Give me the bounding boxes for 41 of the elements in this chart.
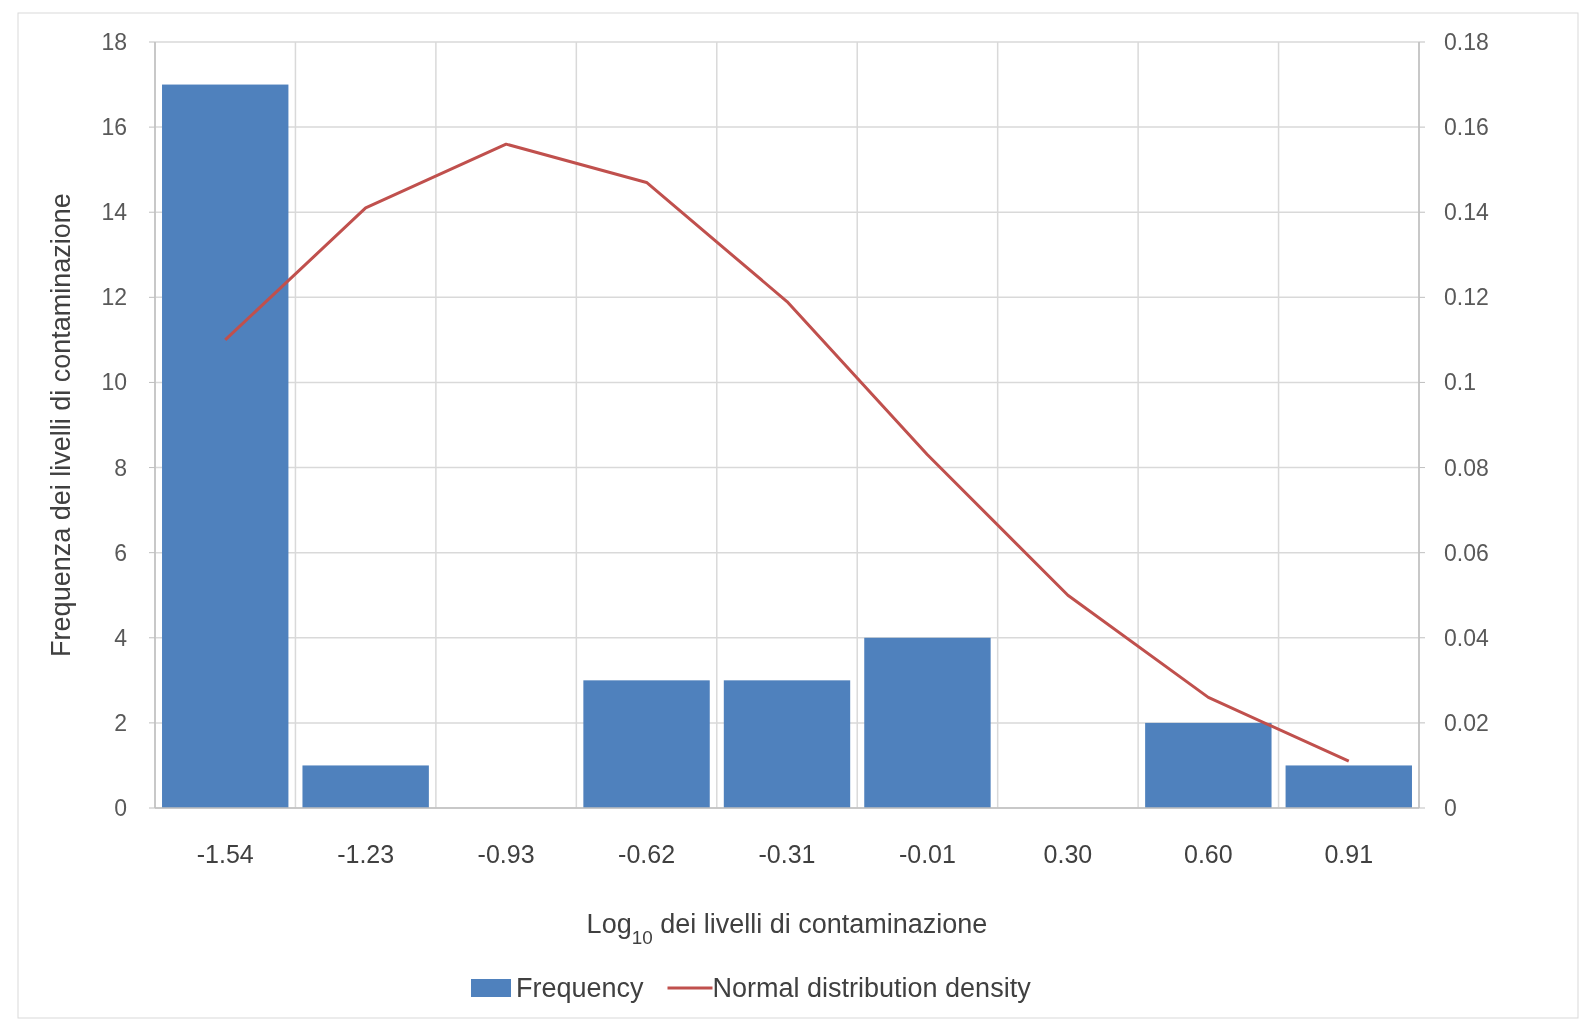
y2-tick-label: 0.18 bbox=[1444, 29, 1489, 55]
line-series bbox=[223, 142, 1351, 763]
bar bbox=[162, 84, 289, 808]
bar bbox=[583, 680, 710, 808]
y2-tick-label: 0.1 bbox=[1444, 369, 1476, 396]
y2-tick-label: 0.16 bbox=[1444, 114, 1489, 141]
x-tick-label: 0.30 bbox=[1043, 840, 1093, 868]
x-axis-title: Log$_{10}$ dei livelli di contaminazione bbox=[586, 909, 988, 948]
x-tick-label: 0.60 bbox=[1184, 840, 1233, 868]
y2-tick-label: 0.14 bbox=[1444, 199, 1489, 226]
y-tick-label: 2 bbox=[114, 709, 127, 736]
bar bbox=[1285, 765, 1412, 808]
bar bbox=[864, 637, 991, 808]
x-tick-label: -0.31 bbox=[758, 840, 816, 868]
y2-tick-label: 0.04 bbox=[1444, 624, 1489, 651]
legend-label: Frequency bbox=[516, 973, 645, 1003]
y2-tick-label: 0.06 bbox=[1444, 539, 1489, 566]
y-tick-label: 6 bbox=[114, 539, 127, 566]
bar bbox=[302, 765, 429, 808]
y-axis-title: Frequenza dei livelli di contaminazione bbox=[46, 193, 76, 657]
y-tick-label: 4 bbox=[114, 624, 128, 651]
x-tick-label: -0.01 bbox=[898, 840, 956, 868]
y-tick-label: 14 bbox=[101, 199, 128, 226]
y-tick-label: 16 bbox=[101, 114, 127, 141]
bar bbox=[723, 680, 851, 808]
x-tick-label: 0.91 bbox=[1324, 840, 1374, 868]
y-tick-label: 12 bbox=[101, 284, 127, 311]
y-tick-label: 8 bbox=[114, 454, 127, 481]
x-tick-label: -1.54 bbox=[196, 840, 254, 868]
y2-tick-label: 0.12 bbox=[1444, 284, 1489, 311]
x-tick-label: -1.23 bbox=[337, 840, 395, 868]
legend-label: Normal distribution density bbox=[712, 973, 1032, 1003]
y-tick-label: 18 bbox=[101, 29, 127, 55]
y2-tick-label: 0 bbox=[1444, 795, 1457, 821]
y-tick-label: 0 bbox=[114, 795, 127, 821]
y2-tick-label: 0.02 bbox=[1444, 709, 1489, 736]
y-tick-label: 10 bbox=[101, 369, 127, 396]
bar bbox=[1145, 722, 1272, 808]
x-tick-label: -0.93 bbox=[477, 840, 535, 868]
x-tick-label: -0.62 bbox=[618, 840, 676, 868]
y2-tick-label: 0.08 bbox=[1444, 454, 1489, 481]
